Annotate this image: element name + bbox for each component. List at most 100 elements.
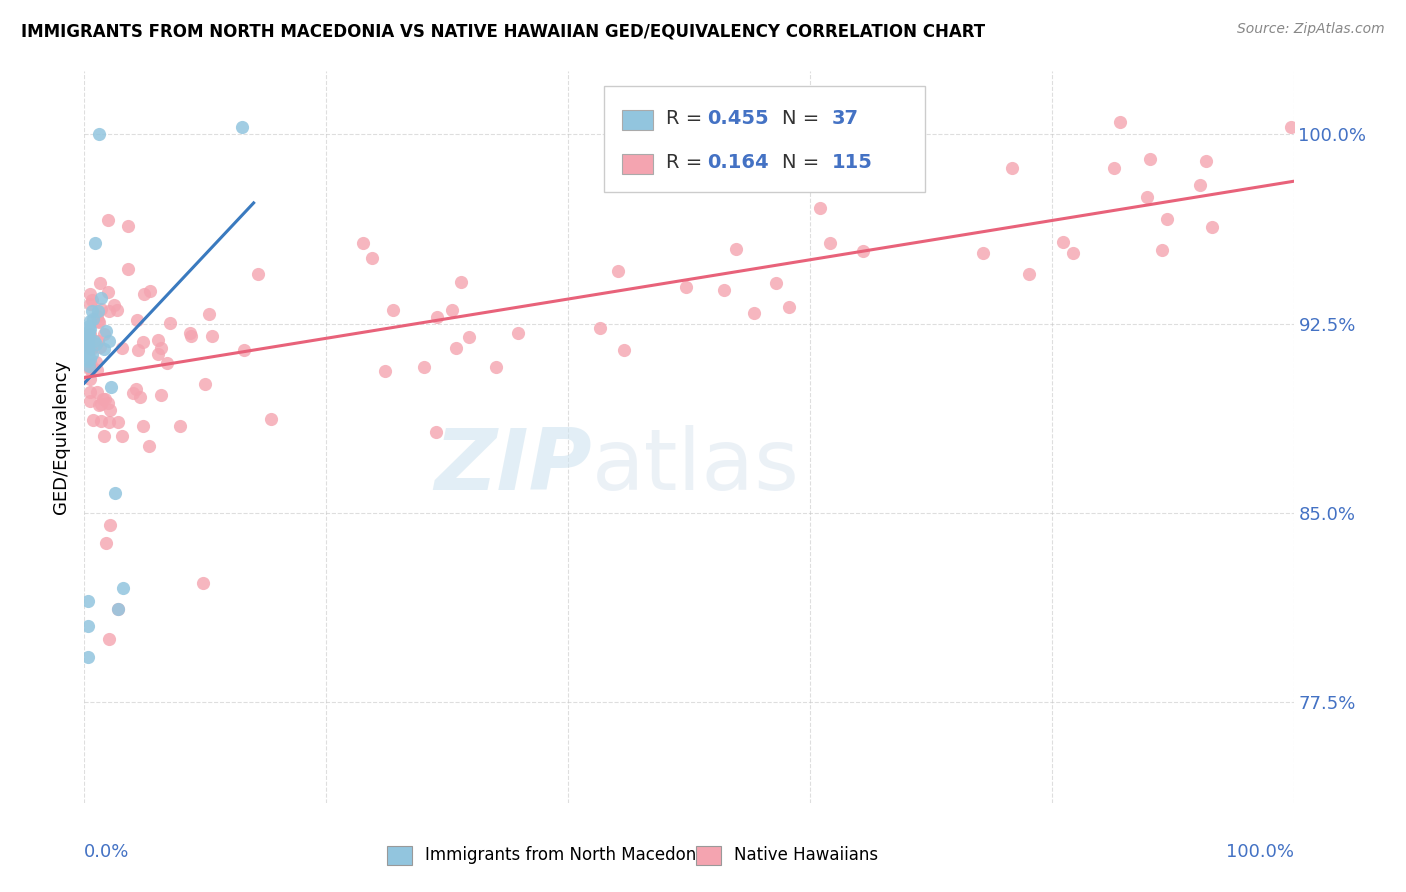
- Point: [139, 284, 162, 298]
- Point: [193, 576, 215, 591]
- Text: atlas: atlas: [592, 425, 800, 508]
- Point: [87, 314, 110, 328]
- Point: [104, 485, 127, 500]
- Point: [122, 386, 145, 401]
- FancyBboxPatch shape: [623, 110, 652, 130]
- Point: [111, 341, 134, 355]
- Point: [713, 283, 735, 297]
- Point: [97, 213, 120, 227]
- Point: [90, 396, 112, 410]
- Point: [201, 329, 224, 343]
- Point: [86, 363, 108, 377]
- Point: [606, 263, 628, 277]
- Point: [79, 372, 101, 386]
- Point: [77, 342, 100, 356]
- Point: [97, 334, 120, 349]
- Point: [79, 331, 101, 345]
- Point: [80, 343, 103, 357]
- Point: [446, 341, 468, 355]
- Point: [179, 326, 201, 340]
- Point: [426, 310, 449, 325]
- Point: [1189, 178, 1212, 192]
- Point: [98, 632, 121, 646]
- Text: N =: N =: [782, 153, 825, 172]
- Point: [90, 301, 112, 316]
- Point: [778, 300, 800, 314]
- Text: R =: R =: [666, 153, 709, 172]
- Point: [972, 246, 994, 260]
- Point: [1156, 212, 1178, 227]
- Text: 0.164: 0.164: [707, 153, 769, 172]
- Point: [77, 347, 100, 361]
- Point: [742, 306, 765, 320]
- Point: [80, 304, 103, 318]
- Point: [79, 286, 101, 301]
- Point: [111, 429, 134, 443]
- Point: [86, 336, 108, 351]
- Point: [1194, 153, 1216, 168]
- Point: [1279, 120, 1302, 134]
- Point: [132, 419, 155, 434]
- Text: Source: ZipAtlas.com: Source: ZipAtlas.com: [1237, 22, 1385, 37]
- Point: [1108, 115, 1130, 129]
- Point: [413, 360, 436, 375]
- Point: [246, 267, 269, 281]
- Point: [84, 235, 107, 250]
- Point: [150, 342, 173, 356]
- Point: [77, 332, 100, 346]
- Point: [77, 354, 100, 368]
- Text: 100.0%: 100.0%: [1226, 843, 1294, 861]
- Point: [125, 383, 148, 397]
- Point: [100, 379, 122, 393]
- Point: [97, 396, 120, 410]
- Point: [82, 311, 104, 326]
- Text: Immigrants from North Macedonia: Immigrants from North Macedonia: [425, 847, 710, 864]
- Point: [79, 297, 101, 311]
- Point: [76, 334, 98, 349]
- Point: [94, 324, 117, 338]
- Point: [90, 414, 112, 428]
- FancyBboxPatch shape: [623, 153, 652, 174]
- FancyBboxPatch shape: [605, 86, 925, 192]
- Point: [89, 398, 111, 412]
- Point: [83, 334, 105, 349]
- Point: [1135, 190, 1157, 204]
- Point: [589, 321, 612, 335]
- Point: [79, 394, 101, 409]
- Point: [808, 201, 831, 215]
- Point: [79, 338, 101, 352]
- Point: [441, 302, 464, 317]
- Point: [77, 344, 100, 359]
- Point: [80, 347, 103, 361]
- Point: [485, 359, 508, 374]
- Point: [86, 384, 108, 399]
- Point: [76, 350, 98, 364]
- Point: [79, 361, 101, 376]
- Text: IMMIGRANTS FROM NORTH MACEDONIA VS NATIVE HAWAIIAN GED/EQUIVALENCY CORRELATION C: IMMIGRANTS FROM NORTH MACEDONIA VS NATIV…: [21, 22, 986, 40]
- Point: [77, 649, 100, 664]
- Point: [107, 415, 129, 429]
- Point: [103, 298, 125, 312]
- Point: [1139, 152, 1161, 166]
- Point: [107, 601, 129, 615]
- Point: [506, 326, 529, 341]
- Text: R =: R =: [666, 110, 709, 128]
- Point: [80, 358, 103, 372]
- Point: [77, 324, 100, 338]
- Point: [382, 303, 405, 318]
- Point: [79, 385, 101, 400]
- Point: [80, 341, 103, 355]
- Point: [79, 361, 101, 376]
- Point: [675, 279, 697, 293]
- Point: [353, 236, 375, 251]
- Point: [613, 343, 636, 358]
- Point: [148, 347, 170, 361]
- Point: [105, 302, 128, 317]
- Point: [128, 391, 150, 405]
- Point: [1018, 267, 1040, 281]
- Point: [87, 314, 110, 328]
- Text: N =: N =: [782, 110, 825, 128]
- Point: [107, 601, 129, 615]
- Text: Native Hawaiians: Native Hawaiians: [734, 847, 879, 864]
- Point: [425, 425, 447, 439]
